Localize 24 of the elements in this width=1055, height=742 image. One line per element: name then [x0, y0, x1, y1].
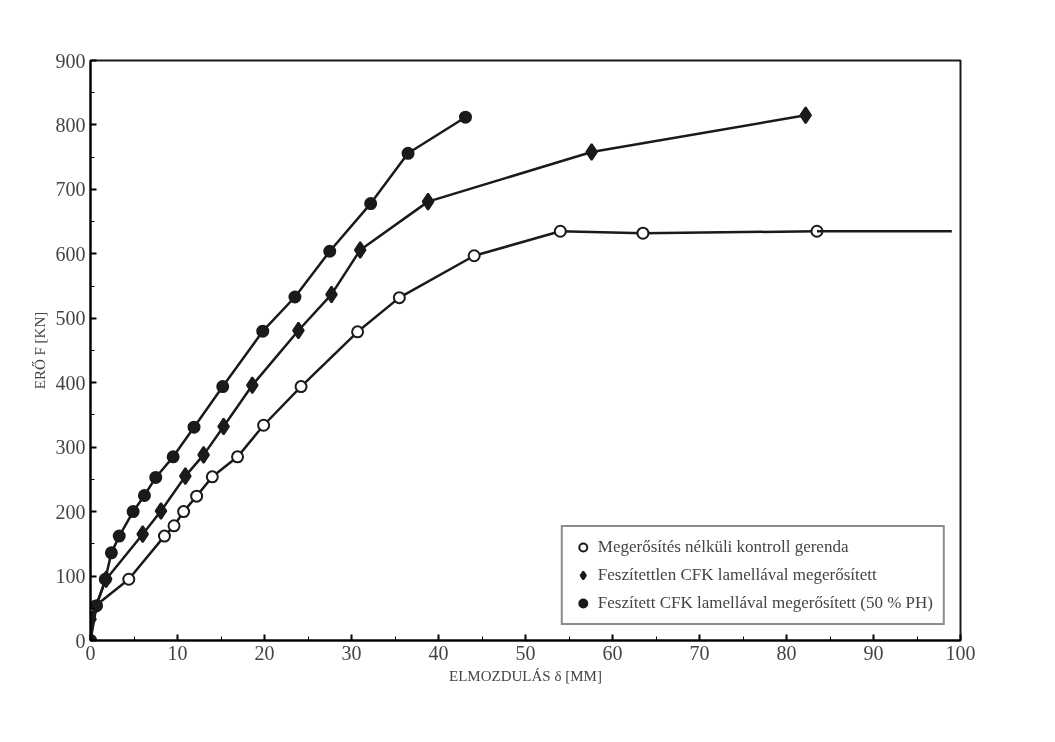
x-tick-label: 70	[689, 641, 710, 664]
x-axis-title: ELMOZDULÁS δ [MM]	[449, 667, 602, 684]
y-tick-label: 800	[55, 113, 86, 136]
legend-label: Feszítettlen CFK lamellával megerősített	[597, 565, 877, 585]
x-tick-label: 80	[776, 641, 797, 664]
legend-label: Megerősítés nélküli kontroll gerenda	[597, 537, 849, 557]
x-tick-label: 50	[515, 641, 536, 664]
y-axis-title: ERŐ F [KN]	[31, 311, 48, 390]
legend-label: Feszített CFK lamellával megerősített (50 % PH)	[597, 593, 933, 613]
x-tick-label: 20	[254, 641, 275, 664]
x-tick-label: 10	[167, 641, 188, 664]
y-tick-label: 700	[55, 178, 86, 201]
y-tick-label: 200	[55, 500, 86, 523]
x-tick-label: 100	[945, 641, 976, 664]
y-tick-label: 400	[55, 371, 86, 394]
y-tick-label: 300	[55, 436, 86, 459]
y-tick-label: 100	[55, 565, 86, 588]
x-tick-label: 90	[863, 641, 884, 664]
x-tick-label: 60	[602, 641, 623, 664]
y-tick-label: 600	[55, 242, 86, 265]
x-tick-label: 40	[428, 641, 449, 664]
y-tick-label: 500	[55, 307, 86, 330]
x-tick-label: 30	[341, 641, 362, 664]
y-tick-label: 900	[55, 49, 86, 72]
